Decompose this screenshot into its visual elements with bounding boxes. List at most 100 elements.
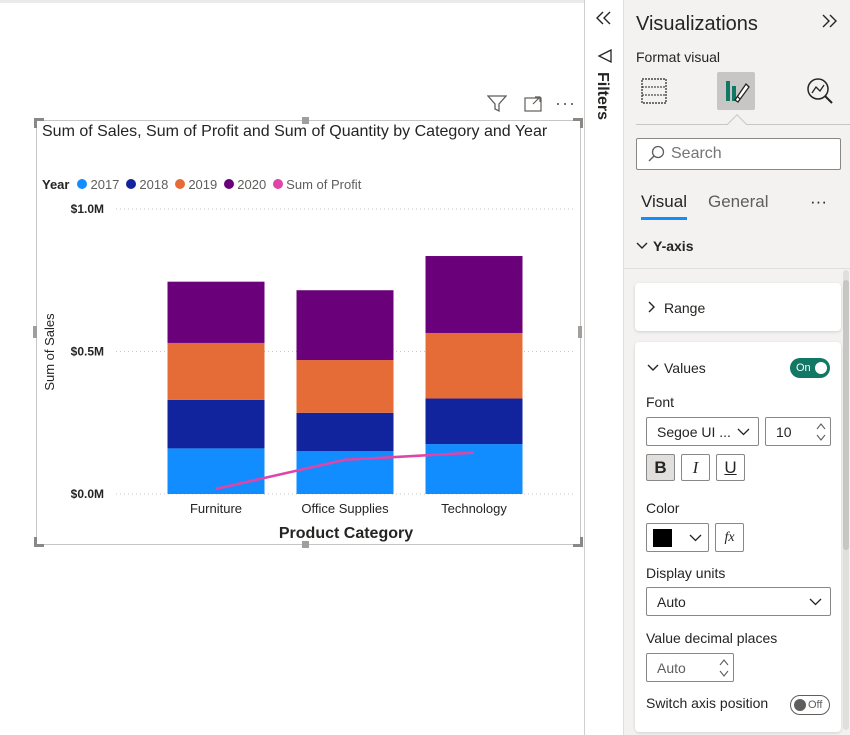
chevron-down-icon: [809, 598, 822, 605]
format-visual-label: Format visual: [636, 49, 721, 65]
font-family-value: Segoe UI ...: [657, 423, 731, 440]
bar-segment-2018: [425, 398, 523, 445]
chevron-down-icon: [737, 428, 750, 435]
x-tick-label: Furniture: [190, 501, 242, 516]
format-visual-icon[interactable]: [717, 72, 755, 110]
switch-axis-label: Switch axis position: [646, 695, 769, 711]
more-options-icon[interactable]: ···: [555, 93, 576, 113]
legend-label: 2017: [90, 176, 120, 192]
legend-dot: [224, 179, 235, 189]
visual-header: ···: [485, 93, 580, 118]
decimal-places-spinner[interactable]: Auto: [646, 653, 734, 682]
x-tick-label: Technology: [441, 501, 507, 516]
focus-mode-icon[interactable]: [523, 95, 543, 118]
legend-item-2020[interactable]: 2020: [224, 177, 266, 192]
values-header[interactable]: Values: [647, 360, 706, 376]
section-divider: [624, 268, 850, 269]
build-visual-icon[interactable]: [635, 72, 673, 110]
analytics-icon[interactable]: [801, 72, 839, 110]
bar-segment-2020: [167, 281, 265, 343]
y-tick-label: $1.0M: [71, 202, 104, 216]
tab-visual[interactable]: Visual: [641, 192, 687, 220]
legend-dot: [77, 179, 88, 189]
filters-label[interactable]: Filters: [594, 72, 611, 121]
resize-handle-right[interactable]: [578, 326, 582, 338]
toggle-state: Off: [808, 699, 823, 711]
bold-button[interactable]: B: [646, 454, 675, 481]
bar-segment-2019: [167, 342, 265, 400]
display-units-value: Auto: [657, 593, 686, 610]
chevron-right-icon: [648, 301, 655, 313]
x-tick-label: Office Supplies: [301, 501, 389, 516]
legend-title: Year: [42, 176, 70, 192]
bar-segment-2020: [425, 256, 523, 333]
legend-label: 2019: [188, 176, 218, 192]
scrollbar-thumb[interactable]: [843, 280, 849, 550]
chart-plot: $0.0M $0.5M $1.0M Sum of Sales Furniture Offi…: [42, 202, 576, 542]
chart-title: Sum of Sales, Sum of Profit and Sum of Q…: [42, 123, 548, 140]
toggle-knob: [815, 362, 827, 374]
range-header[interactable]: Range: [647, 300, 705, 316]
legend-item-sum-of-profit[interactable]: Sum of Profit: [273, 177, 361, 192]
filter-outline-icon[interactable]: [597, 48, 613, 68]
underline-button[interactable]: U: [716, 454, 745, 481]
display-units-select[interactable]: Auto: [646, 587, 831, 616]
yaxis-section-header[interactable]: Y-axis: [636, 238, 693, 254]
resize-handle-left[interactable]: [33, 326, 37, 338]
search-input[interactable]: [671, 145, 821, 163]
more-options-button[interactable]: ···: [810, 192, 827, 211]
legend-label: 2020: [237, 176, 267, 192]
legend-item-2019[interactable]: 2019: [175, 177, 217, 192]
y-tick-label: $0.5M: [71, 345, 104, 359]
bar-segment-2018: [167, 399, 265, 449]
profit-line: [215, 451, 475, 491]
chevron-down-icon: [647, 364, 659, 371]
legend-item-2018[interactable]: 2018: [126, 177, 168, 192]
range-card[interactable]: Range: [635, 283, 841, 331]
resize-handle-tr[interactable]: [573, 118, 583, 128]
active-tab-pointer: [727, 114, 747, 134]
resize-handle-tl[interactable]: [34, 118, 44, 128]
font-size-spinner[interactable]: 10: [765, 417, 831, 446]
chevron-down-icon: [689, 534, 702, 542]
decimal-places-value: Auto: [657, 659, 686, 676]
bar-segment-2018: [296, 412, 394, 452]
resize-handle-bottom[interactable]: [302, 541, 309, 548]
search-box[interactable]: [636, 138, 841, 170]
range-label: Range: [664, 300, 706, 316]
font-family-select[interactable]: Segoe UI ...: [646, 417, 759, 446]
double-chevron-right-icon[interactable]: [820, 12, 838, 36]
double-chevron-left-icon[interactable]: [595, 10, 613, 31]
color-picker[interactable]: [646, 523, 709, 552]
legend-dot: [273, 179, 284, 189]
legend-item-2017[interactable]: 2017: [77, 177, 119, 192]
filter-icon[interactable]: [486, 95, 508, 118]
resize-handle-br[interactable]: [573, 537, 583, 547]
visualizations-pane: Visualizations Format visual Visual Gene: [623, 0, 850, 735]
values-label: Values: [664, 360, 706, 376]
x-axis-title: Product Category: [279, 525, 413, 542]
chevron-down-icon: [636, 242, 648, 249]
pane-divider: [584, 0, 585, 735]
decimal-places-label: Value decimal places: [646, 630, 778, 646]
legend-label: 2018: [139, 176, 169, 192]
toggle-state: On: [796, 362, 811, 374]
resize-handle-top[interactable]: [302, 117, 309, 124]
font-size-value: 10: [776, 423, 792, 440]
spinner-arrows-icon[interactable]: [816, 421, 826, 443]
resize-handle-bl[interactable]: [34, 537, 44, 547]
spinner-arrows-icon[interactable]: [719, 657, 729, 679]
section-label: Y-axis: [653, 238, 694, 254]
conditional-format-button[interactable]: fx: [715, 523, 744, 552]
legend-dot: [175, 179, 186, 189]
values-toggle[interactable]: On: [790, 358, 830, 378]
pane-title: Visualizations: [636, 13, 758, 35]
bar-segment-2020: [296, 290, 394, 361]
switch-axis-toggle[interactable]: Off: [790, 695, 830, 715]
legend-dot: [126, 179, 137, 189]
tab-general[interactable]: General: [708, 192, 769, 211]
y-axis-title: Sum of Sales: [42, 313, 57, 391]
italic-button[interactable]: I: [681, 454, 710, 481]
bar-segment-2017: [425, 444, 523, 494]
chart-legend: Year 2017 2018 2019 2020 Sum of Profit: [42, 175, 364, 193]
